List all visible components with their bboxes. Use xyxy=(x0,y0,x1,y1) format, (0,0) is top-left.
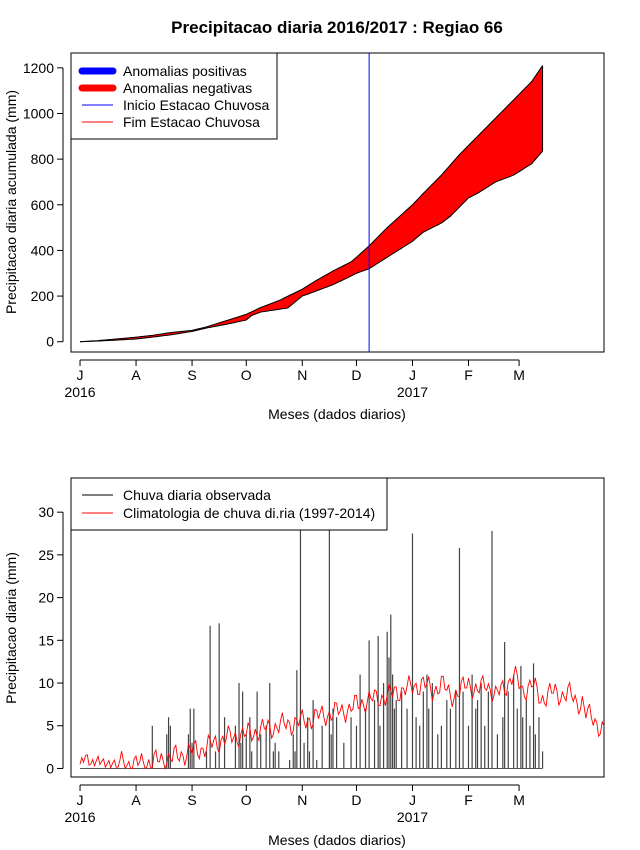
top-legend: Anomalias positivas Anomalias negativas … xyxy=(70,52,278,140)
top-x-tick-label-3: O xyxy=(241,367,252,383)
bottom-legend-box xyxy=(70,477,388,531)
top-x-tick-label-1: A xyxy=(131,367,141,383)
top-y-tick-label-1: 200 xyxy=(31,288,55,304)
bottom-y-axis: 0 5 10 15 20 25 30 xyxy=(38,504,64,776)
negative-anomaly-area xyxy=(80,65,543,342)
bottom-year-label-1: 2017 xyxy=(397,809,428,825)
top-y-tick-label-3: 600 xyxy=(31,197,55,213)
top-plot-area xyxy=(80,53,544,352)
bottom-y-tick-label-3: 15 xyxy=(38,632,54,648)
top-y-axis-label: Precipitacao diaria acumulada (mm) xyxy=(3,90,19,314)
bottom-x-tick-label-1: A xyxy=(131,792,141,808)
top-y-tick-label-2: 400 xyxy=(31,242,55,258)
bottom-x-tick-label-7: F xyxy=(464,792,473,808)
bottom-year-label-0: 2016 xyxy=(64,809,95,825)
bottom-x-tick-label-4: N xyxy=(297,792,307,808)
bottom-x-axis-label: Meses (dados diarios) xyxy=(268,832,406,848)
bottom-y-axis-label: Precipitacao diaria (mm) xyxy=(3,552,19,704)
top-x-tick-label-8: M xyxy=(513,367,525,383)
bottom-y-tick-label-0: 0 xyxy=(46,760,54,776)
bottom-y-tick-label-5: 25 xyxy=(38,547,54,563)
bottom-y-tick-label-1: 5 xyxy=(46,718,54,734)
bottom-y-tick-label-2: 10 xyxy=(38,675,54,691)
bottom-x-tick-label-6: J xyxy=(409,792,416,808)
top-x-tick-label-5: D xyxy=(351,367,361,383)
top-year-label-1: 2017 xyxy=(397,384,428,400)
bottom-x-axis: J A S O N D J F M 2016 2017 xyxy=(64,784,525,825)
top-x-axis-label: Meses (dados diarios) xyxy=(268,406,406,422)
top-y-tick-label-6: 1200 xyxy=(23,60,54,76)
bottom-x-tick-label-0: J xyxy=(77,792,84,808)
legend-positive-label: Anomalias positivas xyxy=(123,63,247,79)
bottom-x-tick-label-8: M xyxy=(513,792,525,808)
top-x-tick-label-7: F xyxy=(464,367,473,383)
top-x-tick-label-0: J xyxy=(77,367,84,383)
top-x-tick-label-2: S xyxy=(187,367,196,383)
top-x-tick-label-4: N xyxy=(297,367,307,383)
bottom-x-tick-label-3: O xyxy=(241,792,252,808)
climatology-accumulated-line xyxy=(80,65,543,343)
bottom-x-tick-label-2: S xyxy=(187,792,196,808)
legend-season-end-label: Fim Estacao Chuvosa xyxy=(123,114,260,130)
chart-title: Precipitacao diaria 2016/2017 : Regiao 6… xyxy=(171,18,503,37)
bottom-legend: Chuva diaria observada Climatologia de c… xyxy=(70,477,388,531)
bottom-x-tick-label-5: D xyxy=(351,792,361,808)
bottom-plot-area xyxy=(79,529,605,770)
legend-negative-label: Anomalias negativas xyxy=(123,80,252,96)
top-year-label-0: 2016 xyxy=(64,384,95,400)
top-y-axis: 0 200 400 600 800 1000 1200 xyxy=(23,60,64,350)
bottom-y-tick-label-4: 20 xyxy=(38,590,54,606)
top-x-axis: J A S O N D J F M 2016 2017 xyxy=(64,359,525,400)
top-legend-box xyxy=(70,52,278,140)
top-plot-frame xyxy=(70,52,605,353)
top-y-tick-label-5: 1000 xyxy=(23,105,54,121)
climatology-daily-line xyxy=(79,666,605,770)
legend-season-start-label: Inicio Estacao Chuvosa xyxy=(123,97,270,113)
bottom-y-tick-label-6: 30 xyxy=(38,504,54,520)
legend-climatology-label: Climatologia de chuva di.ria (1997-2014) xyxy=(123,505,375,521)
top-x-tick-label-6: J xyxy=(409,367,416,383)
observed-accumulated-line xyxy=(80,150,543,343)
top-y-tick-label-0: 0 xyxy=(46,334,54,350)
top-y-tick-label-4: 800 xyxy=(31,151,55,167)
legend-observed-label: Chuva diaria observada xyxy=(123,487,271,503)
